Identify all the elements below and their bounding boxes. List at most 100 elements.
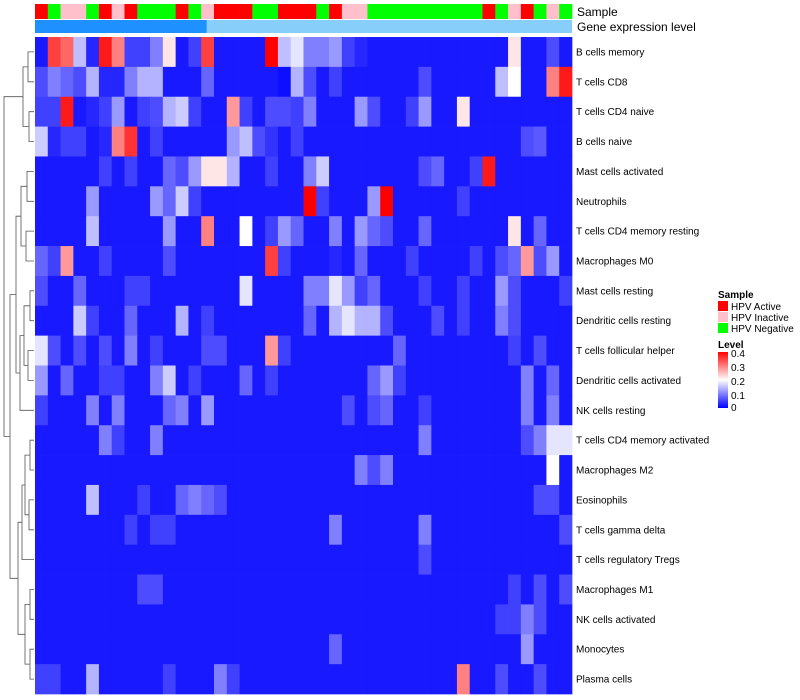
heatmap-cell xyxy=(431,455,445,486)
heatmap-cell xyxy=(546,275,560,307)
heatmap-cell xyxy=(35,335,49,366)
heatmap-cell xyxy=(124,514,138,546)
heatmap-cell xyxy=(214,186,228,217)
heatmap-cell xyxy=(341,216,355,247)
heatmap-cell xyxy=(380,156,394,187)
heatmap-cell xyxy=(495,275,509,307)
heatmap-cell xyxy=(239,455,253,486)
heatmap-cell xyxy=(303,425,317,456)
heatmap-cell xyxy=(380,544,394,575)
heatmap-cell xyxy=(98,37,113,68)
heatmap-cell xyxy=(124,484,138,516)
heatmap-cell xyxy=(508,574,522,605)
heatmap-cell xyxy=(265,484,279,516)
heatmap-cell xyxy=(303,96,317,127)
heatmap-cell xyxy=(533,484,547,516)
heatmap-cell xyxy=(98,335,113,366)
heatmap-cell xyxy=(124,395,138,426)
heatmap-cell xyxy=(188,156,202,187)
heatmap-cell xyxy=(469,634,483,665)
heatmap-cell xyxy=(277,574,292,605)
heatmap-cell xyxy=(303,664,317,695)
heatmap-cell xyxy=(252,664,266,695)
heatmap-cell xyxy=(98,484,113,516)
heatmap-cell xyxy=(252,484,266,516)
heatmap-cell xyxy=(111,186,125,217)
heatmap-cell xyxy=(35,455,49,486)
heatmap-cell xyxy=(226,37,240,68)
heatmap-cell xyxy=(60,514,74,546)
heatmap-cell xyxy=(290,96,304,127)
heatmap-cell xyxy=(418,425,432,456)
heatmap-cell xyxy=(508,305,522,336)
heatmap-cell xyxy=(277,186,292,217)
heatmap-cell xyxy=(431,96,445,127)
level-annotation-light xyxy=(206,20,572,33)
heatmap-cell xyxy=(329,335,343,366)
heatmap-cell xyxy=(252,634,266,665)
heatmap-cell xyxy=(316,305,330,336)
heatmap-cell xyxy=(431,335,445,366)
heatmap-cell xyxy=(495,365,509,396)
heatmap-cell xyxy=(444,335,458,366)
heatmap-cell xyxy=(265,37,279,68)
row-label: T cells follicular helper xyxy=(576,346,675,357)
heatmap-cell xyxy=(111,544,125,575)
sample-annotation-cell xyxy=(150,4,164,19)
heatmap-cell xyxy=(214,544,228,575)
sample-annotation-cell xyxy=(252,4,266,19)
heatmap-cell xyxy=(175,365,189,396)
heatmap-cell xyxy=(214,156,228,187)
heatmap-cell xyxy=(559,365,573,396)
heatmap-cell xyxy=(367,305,381,336)
heatmap-cell xyxy=(35,544,49,575)
heatmap-cell xyxy=(124,604,138,635)
heatmap-cell xyxy=(520,246,534,277)
heatmap-cell xyxy=(303,275,317,307)
heatmap-cell xyxy=(226,335,240,366)
heatmap-cell xyxy=(354,96,368,127)
heatmap-cell xyxy=(393,425,407,456)
heatmap-cell xyxy=(277,484,292,516)
heatmap-cell xyxy=(520,544,534,575)
heatmap-cell xyxy=(444,66,458,98)
heatmap-cell xyxy=(354,126,368,157)
heatmap-cell xyxy=(559,455,573,486)
heatmap-cell xyxy=(98,66,113,98)
heatmap-cell xyxy=(201,96,215,127)
heatmap-cell xyxy=(482,275,496,307)
heatmap-cell xyxy=(47,335,61,366)
heatmap-cell xyxy=(559,37,573,68)
heatmap-cell xyxy=(226,96,240,127)
heatmap-cell xyxy=(73,156,87,187)
heatmap-cell xyxy=(469,484,483,516)
heatmap-cell xyxy=(111,574,125,605)
heatmap-cell xyxy=(405,664,419,695)
heatmap-cell xyxy=(73,634,87,665)
heatmap-cell xyxy=(35,395,49,426)
heatmap-cell xyxy=(341,275,355,307)
sample-annotation-cell xyxy=(520,4,534,19)
heatmap-cell xyxy=(456,514,471,546)
heatmap-cell xyxy=(520,216,534,247)
heatmap-cell xyxy=(239,305,253,336)
heatmap-cell xyxy=(559,216,573,247)
heatmap-cell xyxy=(86,305,100,336)
heatmap-cell xyxy=(354,634,368,665)
heatmap-cell xyxy=(86,66,100,98)
heatmap-cell xyxy=(290,514,304,546)
heatmap-cell xyxy=(456,574,471,605)
heatmap-cell xyxy=(86,455,100,486)
heatmap-cell xyxy=(405,544,419,575)
heatmap-cell xyxy=(456,634,471,665)
heatmap-cell xyxy=(303,335,317,366)
heatmap-cell xyxy=(73,275,87,307)
heatmap-cell xyxy=(35,216,49,247)
heatmap-cell xyxy=(226,365,240,396)
heatmap-cell xyxy=(329,604,343,635)
heatmap-cell xyxy=(303,37,317,68)
heatmap-cell xyxy=(316,425,330,456)
heatmap-cell xyxy=(290,275,304,307)
heatmap-cell xyxy=(354,37,368,68)
heatmap-cells xyxy=(35,37,573,695)
